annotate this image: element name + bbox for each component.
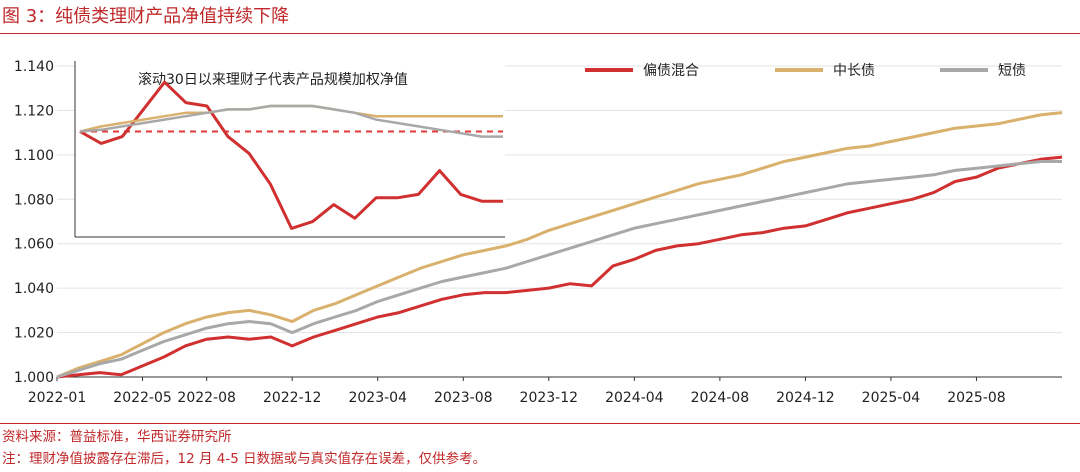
x-tick-label: 2025-04 bbox=[862, 390, 921, 406]
legend-label: 偏债混合 bbox=[643, 63, 699, 79]
inset-series-line-short-bond bbox=[79, 104, 503, 138]
source-note: 资料来源：普益标准，华西证券研究所 bbox=[2, 429, 232, 445]
x-tick-label: 2023-12 bbox=[520, 390, 579, 406]
series-line-mid-long-bond bbox=[56, 111, 1063, 379]
x-tick-label: 2022-08 bbox=[177, 390, 236, 406]
chart-area: 1.000 1.020 1.040 1.060 1.080 1.100 1.120 1.140… bbox=[14, 59, 1063, 406]
series-line-mixed-bond bbox=[56, 155, 1063, 379]
y-tick-label: 1.020 bbox=[14, 326, 54, 342]
x-tick-label: 2022-05 bbox=[113, 390, 172, 406]
figure-title: 图 3：纯债类理财产品净值持续下降 bbox=[2, 6, 290, 27]
x-tick-label: 2024-12 bbox=[776, 390, 835, 406]
x-tick-label: 2024-08 bbox=[691, 390, 750, 406]
inset-panel bbox=[75, 61, 505, 237]
inset-series-line-mixed-bond bbox=[79, 80, 503, 230]
inset-title: 滚动30日以来理财子代表产品规模加权净值 bbox=[138, 71, 408, 88]
y-tick-label: 1.060 bbox=[14, 237, 54, 253]
x-tick-label: 2022-12 bbox=[263, 390, 322, 406]
x-tick-label: 2023-04 bbox=[348, 390, 407, 406]
legend-label: 中长债 bbox=[833, 63, 875, 79]
y-tick-label: 1.080 bbox=[14, 192, 54, 208]
y-tick-label: 1.100 bbox=[14, 148, 54, 164]
y-tick-label: 1.040 bbox=[14, 281, 54, 297]
legend-label: 短债 bbox=[998, 63, 1026, 79]
y-tick-label: 1.000 bbox=[14, 370, 54, 386]
x-tick-label: 2025-08 bbox=[947, 390, 1006, 406]
y-tick-label: 1.120 bbox=[14, 103, 54, 119]
title-rule bbox=[0, 33, 1080, 34]
footer-rule bbox=[0, 423, 1080, 424]
x-tick-label: 2023-08 bbox=[434, 390, 493, 406]
series-line-short-bond bbox=[56, 160, 1062, 379]
x-tick-label: 2022-01 bbox=[28, 390, 87, 406]
x-tick-label: 2024-04 bbox=[605, 390, 664, 406]
footnote: 注：理财净值披露存在滞后，12 月 4-5 日数据或与真实值存在误差，仅供参考。 bbox=[2, 451, 487, 467]
y-tick-label: 1.140 bbox=[14, 59, 54, 75]
